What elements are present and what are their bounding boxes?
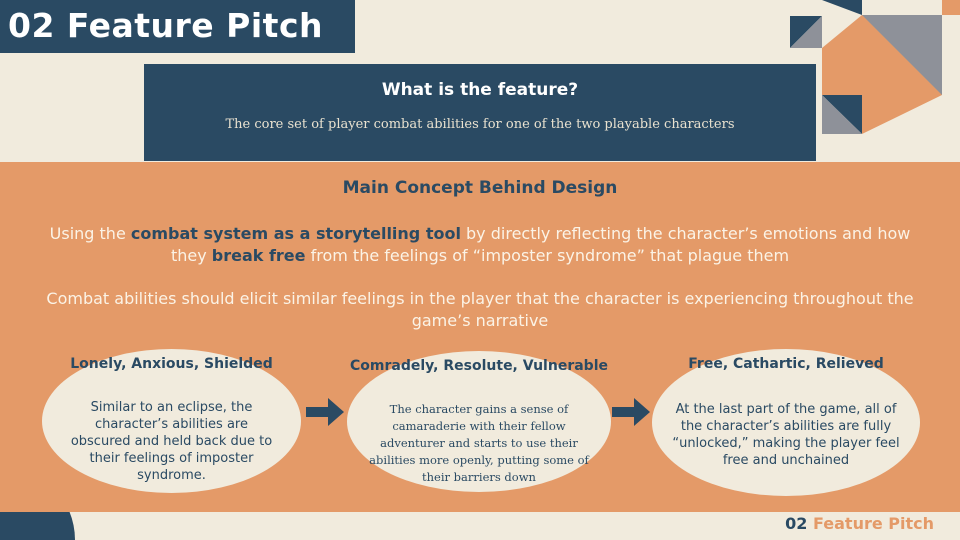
para1-text-3: from the feelings of “imposter syndrome”… — [305, 246, 790, 265]
feature-question: What is the feature? — [381, 80, 579, 100]
stage-title: Comradely, Resolute, Vulnerable — [350, 358, 608, 374]
para1-highlight-1: combat system as a storytelling tool — [130, 224, 461, 243]
stage-ellipse-1: Lonely, Anxious, Shielded Similar to an … — [42, 349, 301, 493]
title-banner — [0, 0, 355, 53]
arrow-right-icon — [612, 398, 650, 426]
footer-label: Feature Pitch — [812, 514, 934, 533]
stage-body: The character gains a sense of camarader… — [369, 402, 589, 484]
feature-answer: The core set of player combat abilities … — [225, 117, 735, 132]
concept-title: Main Concept Behind Design — [342, 178, 618, 198]
stage-body: Similar to an eclipse, the character’s a… — [70, 400, 273, 483]
para1-highlight-2: break free — [211, 246, 306, 265]
stage-ellipse-2: Comradely, Resolute, Vulnerable The char… — [347, 351, 611, 492]
concept-paragraph-2: Combat abilities should elicit similar f… — [46, 289, 914, 330]
para1-text-1: Using the — [49, 224, 131, 243]
para1-text-2: by directly reflecting the character’s e… — [170, 224, 911, 265]
page-title: 02 Feature Pitch — [8, 6, 324, 45]
feature-box — [144, 64, 816, 161]
stage-title: Lonely, Anxious, Shielded — [70, 356, 273, 372]
concept-paragraph-1: Using the combat system as a storytellin… — [40, 223, 920, 267]
stage-body: At the last part of the game, all of the… — [672, 402, 900, 468]
footer: 02 Feature Pitch — [785, 514, 934, 533]
stage-title: Free, Cathartic, Relieved — [688, 356, 884, 372]
arrow-right-icon — [306, 398, 344, 426]
geometric-pattern — [790, 0, 960, 134]
stage-ellipse-3: Free, Cathartic, Relieved At the last pa… — [652, 349, 920, 496]
footer-number: 02 — [785, 514, 808, 533]
